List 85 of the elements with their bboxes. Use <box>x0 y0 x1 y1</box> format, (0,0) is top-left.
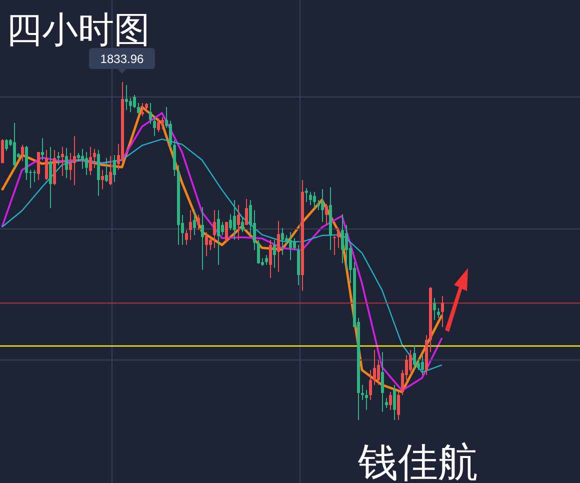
candlestick <box>369 369 372 401</box>
candlestick <box>129 97 132 113</box>
candlestick <box>113 154 116 183</box>
candlestick <box>101 169 104 190</box>
candlestick <box>73 136 76 186</box>
candlestick <box>197 214 200 231</box>
candlestick <box>57 151 60 166</box>
candlestick <box>373 350 376 386</box>
candlestick <box>93 148 96 168</box>
candlestick <box>65 147 68 178</box>
candlestick <box>45 149 48 181</box>
candlestick <box>241 217 244 233</box>
candlestick <box>161 116 164 130</box>
candlestick <box>337 228 340 248</box>
candlestick <box>305 188 308 202</box>
candlestick <box>365 389 368 410</box>
candlestick <box>385 398 388 408</box>
candlestick <box>333 236 336 256</box>
candlestick <box>341 214 344 264</box>
candlestick <box>81 148 84 170</box>
candlestick <box>189 210 192 240</box>
candlestick <box>217 210 220 266</box>
candlestick <box>157 118 160 133</box>
candlestick <box>409 350 412 373</box>
candlestick <box>441 295 444 328</box>
candlestick <box>293 238 296 250</box>
candlestick <box>413 344 416 370</box>
candlestick <box>229 214 232 231</box>
candlestick <box>285 234 288 246</box>
candlestick <box>325 204 328 226</box>
candlestick <box>21 144 24 162</box>
candlestick <box>105 158 108 183</box>
candlestick <box>309 191 312 206</box>
candlestick <box>381 352 384 412</box>
candlestick <box>345 224 348 270</box>
candlestick <box>49 146 52 209</box>
candlestick <box>41 138 44 161</box>
candlestick <box>149 102 152 124</box>
candlestick <box>269 239 272 279</box>
chart-title: 四小时图 <box>6 10 150 51</box>
candlestick <box>61 146 64 176</box>
candlestick <box>225 221 228 242</box>
candlestick <box>321 188 324 222</box>
candlestick <box>109 156 112 186</box>
candlestick <box>361 384 364 401</box>
candlestick <box>277 220 280 272</box>
candlestick <box>421 354 424 376</box>
candlestick <box>437 308 440 318</box>
candlestick <box>237 204 240 240</box>
candlestick <box>397 391 400 420</box>
candlestick <box>193 210 196 236</box>
candlestick <box>185 230 188 246</box>
candlestick <box>205 232 208 257</box>
candlestick <box>201 206 204 270</box>
candlestick <box>1 138 4 164</box>
candlestick <box>289 232 292 261</box>
candlestick <box>133 94 136 109</box>
candlestick <box>313 191 316 209</box>
candlestick <box>273 239 276 268</box>
candlestick <box>221 221 224 236</box>
candlestick <box>389 391 392 410</box>
candlestick <box>37 151 40 181</box>
candlestick <box>245 198 248 226</box>
candlestick <box>33 169 36 183</box>
candlestick <box>433 297 436 320</box>
candlestick <box>169 120 172 148</box>
candlestick <box>85 151 88 176</box>
candlestick <box>125 84 128 111</box>
candlestick <box>5 138 8 152</box>
candlestick <box>153 116 156 137</box>
candlestick <box>377 359 380 386</box>
candlestick <box>13 122 16 168</box>
candlestick <box>209 238 212 250</box>
candlestick <box>257 239 260 264</box>
candlestick <box>69 152 72 181</box>
candlestick <box>213 210 216 248</box>
candlestick <box>317 199 320 211</box>
annotation: 1833.96 <box>100 52 144 66</box>
candlestick <box>393 384 396 420</box>
candlestick <box>89 146 92 176</box>
text: 钱佳航 <box>357 440 478 483</box>
candlestick <box>141 102 144 117</box>
candlestick <box>281 228 284 256</box>
candlestick <box>233 199 236 240</box>
candlestick <box>265 254 268 266</box>
